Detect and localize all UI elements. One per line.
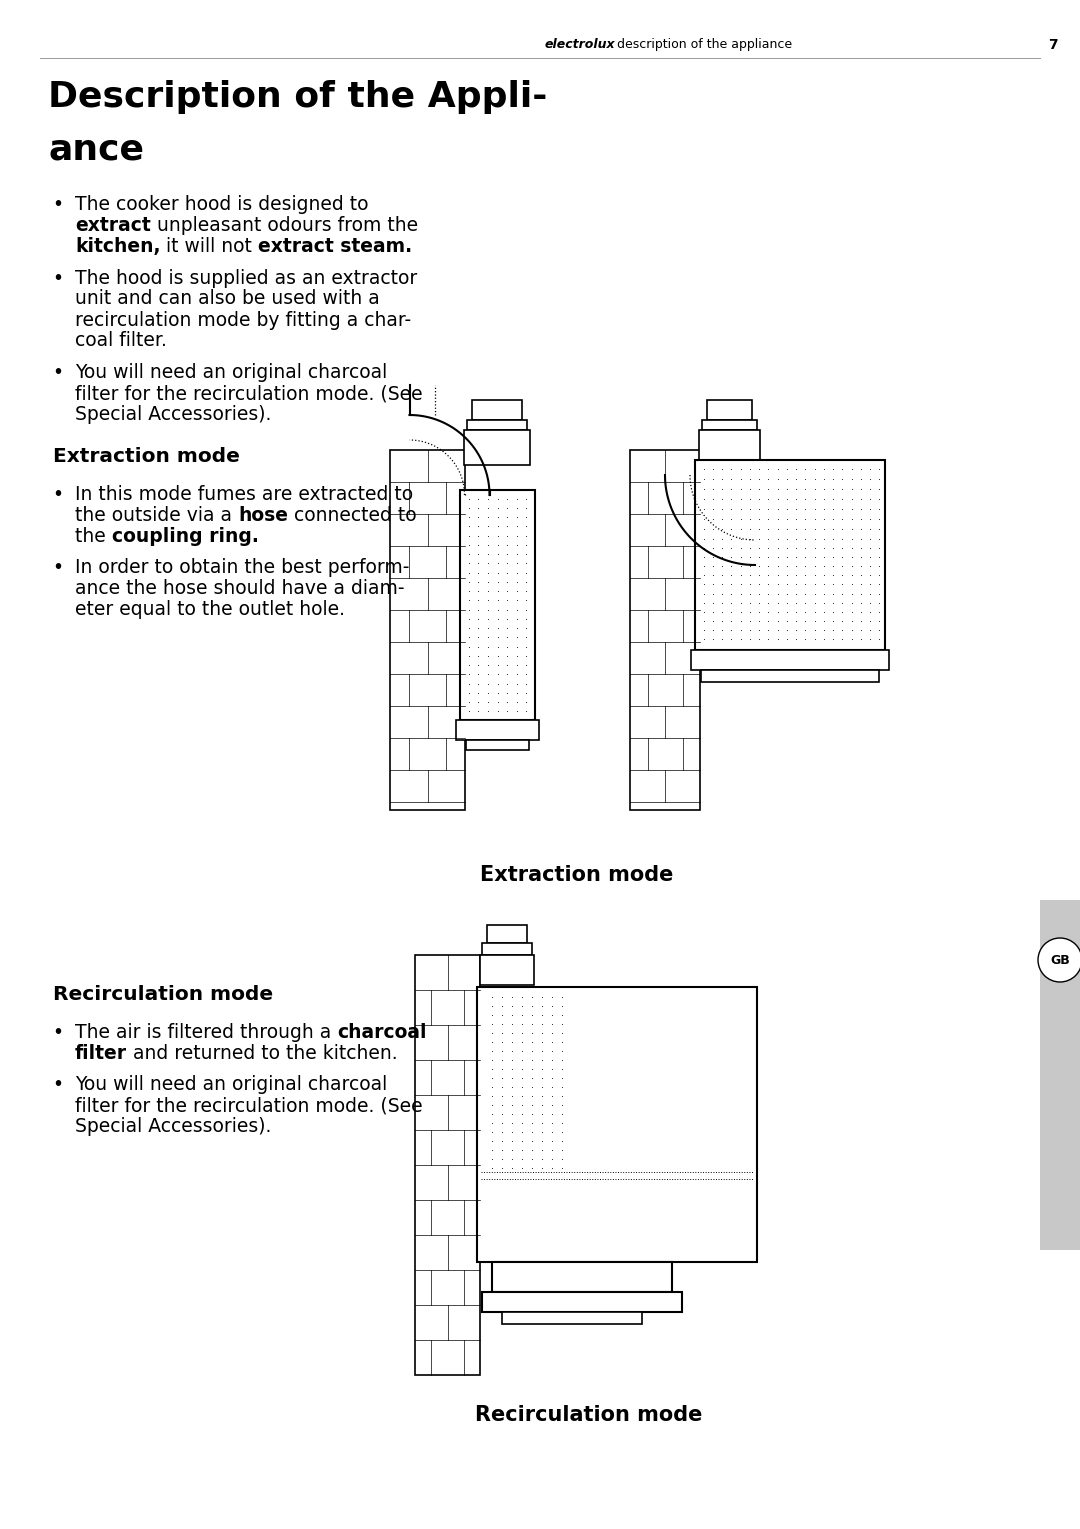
Bar — [707, 401, 752, 420]
Text: hose: hose — [238, 506, 288, 524]
Bar — [702, 420, 757, 430]
Bar — [480, 956, 534, 985]
Text: The air is filtered through a: The air is filtered through a — [75, 1023, 337, 1041]
Text: unpleasant odours from the: unpleasant odours from the — [151, 216, 418, 235]
Text: Description of the Appli-: Description of the Appli- — [48, 80, 548, 115]
Text: The cooker hood is designed to: The cooker hood is designed to — [75, 196, 368, 214]
Text: Special Accessories).: Special Accessories). — [75, 405, 271, 424]
Text: extract steam.: extract steam. — [258, 237, 413, 255]
Text: electrolux: electrolux — [545, 38, 616, 50]
Bar — [390, 450, 465, 810]
Text: •: • — [52, 269, 63, 287]
Text: •: • — [52, 362, 63, 382]
Text: Recirculation mode: Recirculation mode — [475, 1405, 702, 1425]
Bar — [477, 988, 757, 1261]
Text: •: • — [52, 485, 63, 503]
Text: unit and can also be used with a: unit and can also be used with a — [75, 289, 380, 309]
Bar — [472, 401, 522, 420]
Text: charcoal: charcoal — [337, 1023, 427, 1041]
Bar — [460, 489, 535, 720]
Bar — [415, 956, 480, 1375]
Text: ance the hose should have a diam-: ance the hose should have a diam- — [75, 579, 405, 598]
Text: coupling ring.: coupling ring. — [111, 528, 258, 546]
Text: Extraction mode: Extraction mode — [480, 865, 673, 885]
Bar — [696, 460, 885, 650]
Bar — [701, 670, 879, 682]
Bar — [699, 430, 760, 465]
Text: kitchen,: kitchen, — [75, 237, 161, 255]
Text: •: • — [52, 196, 63, 214]
Bar — [467, 420, 527, 430]
Text: eter equal to the outlet hole.: eter equal to the outlet hole. — [75, 601, 345, 619]
Text: Special Accessories).: Special Accessories). — [75, 1118, 271, 1136]
Text: You will need an original charcoal: You will need an original charcoal — [75, 1075, 388, 1095]
Text: •: • — [52, 558, 63, 578]
Bar — [502, 1312, 642, 1324]
Text: You will need an original charcoal: You will need an original charcoal — [75, 362, 388, 382]
Bar — [464, 430, 530, 465]
Text: coal filter.: coal filter. — [75, 332, 167, 350]
Text: it will not: it will not — [161, 237, 258, 255]
Text: filter for the recirculation mode. (See: filter for the recirculation mode. (See — [75, 1096, 422, 1115]
Text: and returned to the kitchen.: and returned to the kitchen. — [127, 1044, 397, 1063]
Circle shape — [1038, 937, 1080, 982]
Bar — [465, 740, 529, 751]
Text: description of the appliance: description of the appliance — [613, 38, 792, 50]
Bar — [487, 925, 527, 943]
Bar — [482, 1292, 681, 1312]
Text: In this mode fumes are extracted to: In this mode fumes are extracted to — [75, 485, 414, 503]
Text: •: • — [52, 1023, 63, 1041]
Text: The hood is supplied as an extractor: The hood is supplied as an extractor — [75, 269, 417, 287]
Text: GB: GB — [1050, 954, 1070, 966]
Text: In order to obtain the best perform-: In order to obtain the best perform- — [75, 558, 409, 578]
Bar — [630, 450, 700, 810]
Bar — [492, 1261, 672, 1292]
Text: recirculation mode by fitting a char-: recirculation mode by fitting a char- — [75, 310, 411, 330]
Bar — [482, 943, 532, 956]
Text: ance: ance — [48, 131, 144, 167]
Bar — [691, 650, 889, 670]
Text: the outside via a: the outside via a — [75, 506, 238, 524]
Text: Extraction mode: Extraction mode — [53, 446, 240, 466]
Bar — [456, 720, 539, 740]
Text: connected to: connected to — [288, 506, 417, 524]
Text: filter for the recirculation mode. (See: filter for the recirculation mode. (See — [75, 384, 422, 404]
Text: filter: filter — [75, 1044, 127, 1063]
Bar — [1040, 901, 1080, 1251]
Text: •: • — [52, 1075, 63, 1095]
Text: 7: 7 — [1048, 38, 1057, 52]
Text: the: the — [75, 528, 111, 546]
Text: extract: extract — [75, 216, 151, 235]
Text: Recirculation mode: Recirculation mode — [53, 985, 273, 1005]
